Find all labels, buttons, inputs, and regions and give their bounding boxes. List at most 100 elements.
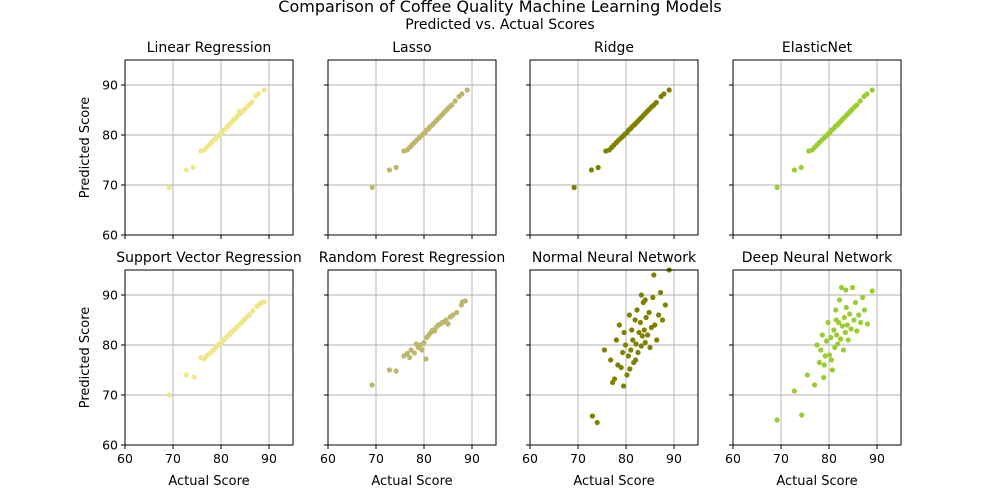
data-point	[819, 332, 825, 338]
data-point	[837, 336, 844, 342]
data-point	[843, 287, 849, 293]
x-tick-label: 70	[368, 451, 384, 466]
data-point	[618, 364, 624, 371]
data-point	[627, 366, 633, 372]
axes-frame	[124, 269, 294, 446]
data-point	[812, 382, 818, 388]
data-point	[652, 322, 658, 328]
axes-frame	[732, 269, 902, 446]
y-axis-label: Predicted Score	[78, 97, 93, 199]
data-point	[629, 327, 635, 333]
subplot-title: Ridge	[594, 40, 634, 56]
data-point	[869, 288, 875, 294]
y-tick-label: 90	[102, 288, 118, 303]
data-point	[450, 312, 456, 318]
x-tick-label: 90	[261, 451, 277, 466]
data-point	[856, 312, 862, 318]
data-point	[423, 356, 429, 362]
data-point	[825, 319, 831, 326]
data-point	[638, 343, 644, 349]
subplot: 60 70 80 90 Linear Regression Predicted Score	[78, 40, 294, 243]
data-point	[831, 327, 837, 333]
figure-title: Comparison of Coffee Quality Machine Lea…	[278, 0, 721, 16]
data-point	[393, 368, 399, 374]
data-point	[656, 312, 662, 318]
x-axis-label: Actual Score	[168, 474, 249, 489]
data-point	[662, 302, 668, 308]
data-point	[464, 87, 470, 93]
data-point	[642, 339, 648, 346]
axes-frame	[327, 59, 497, 236]
data-point	[791, 388, 798, 394]
y-tick-label: 60	[102, 228, 118, 243]
data-point	[798, 164, 804, 171]
data-point	[408, 347, 414, 353]
x-tick-label: 60	[522, 451, 538, 466]
data-point	[386, 167, 393, 173]
data-point	[637, 319, 644, 326]
data-point	[832, 344, 838, 351]
data-point	[653, 99, 659, 106]
data-point	[628, 347, 634, 353]
data-point	[849, 284, 856, 291]
data-point	[638, 292, 644, 298]
data-point	[821, 374, 827, 381]
data-point	[634, 307, 640, 313]
subplot-title: Linear Regression	[147, 40, 272, 56]
data-point	[842, 329, 848, 336]
data-point	[419, 347, 425, 353]
data-point	[443, 317, 449, 323]
data-point	[851, 317, 857, 323]
data-point	[816, 359, 823, 366]
data-point	[840, 347, 847, 353]
data-point	[250, 308, 256, 314]
data-point	[821, 362, 827, 368]
y-tick-label: 80	[102, 338, 118, 353]
y-tick-label: 60	[102, 438, 118, 453]
data-point	[369, 382, 375, 388]
data-point	[166, 392, 172, 398]
data-point	[641, 327, 647, 333]
data-point	[183, 167, 190, 173]
data-point	[650, 294, 656, 301]
data-point	[845, 337, 851, 343]
data-point	[611, 376, 618, 382]
data-point	[571, 184, 577, 191]
data-point	[814, 342, 820, 348]
data-point	[834, 332, 840, 338]
x-tick-label: 70	[570, 451, 586, 466]
x-tick-label: 80	[213, 451, 229, 466]
y-tick-label: 90	[102, 78, 118, 93]
subplot: 60 70 80 90 Deep Neural Network Actual Score	[725, 250, 902, 489]
y-tick-label: 70	[102, 178, 118, 193]
data-point	[635, 349, 641, 356]
x-tick-label: 80	[821, 451, 837, 466]
data-point	[452, 98, 458, 104]
data-point	[454, 309, 460, 316]
data-point	[462, 298, 468, 304]
data-point	[848, 326, 854, 332]
data-point	[633, 357, 639, 363]
data-point	[630, 337, 636, 343]
data-point	[261, 299, 267, 305]
data-point	[843, 304, 849, 311]
data-point	[860, 294, 866, 301]
data-point	[852, 299, 859, 306]
data-point	[261, 87, 267, 93]
data-point	[183, 372, 190, 378]
data-point	[643, 314, 649, 321]
data-point	[589, 413, 596, 419]
data-point	[791, 167, 798, 173]
data-point	[839, 323, 846, 329]
data-point	[624, 372, 630, 378]
data-point	[657, 289, 664, 296]
data-point	[620, 349, 626, 356]
data-point	[625, 353, 632, 359]
data-point	[824, 338, 830, 344]
x-tick-label: 60	[320, 451, 336, 466]
data-point	[828, 357, 835, 363]
x-tick-label: 90	[464, 451, 480, 466]
subplot-title: Random Forest Regression	[319, 250, 505, 266]
data-point	[804, 372, 811, 378]
